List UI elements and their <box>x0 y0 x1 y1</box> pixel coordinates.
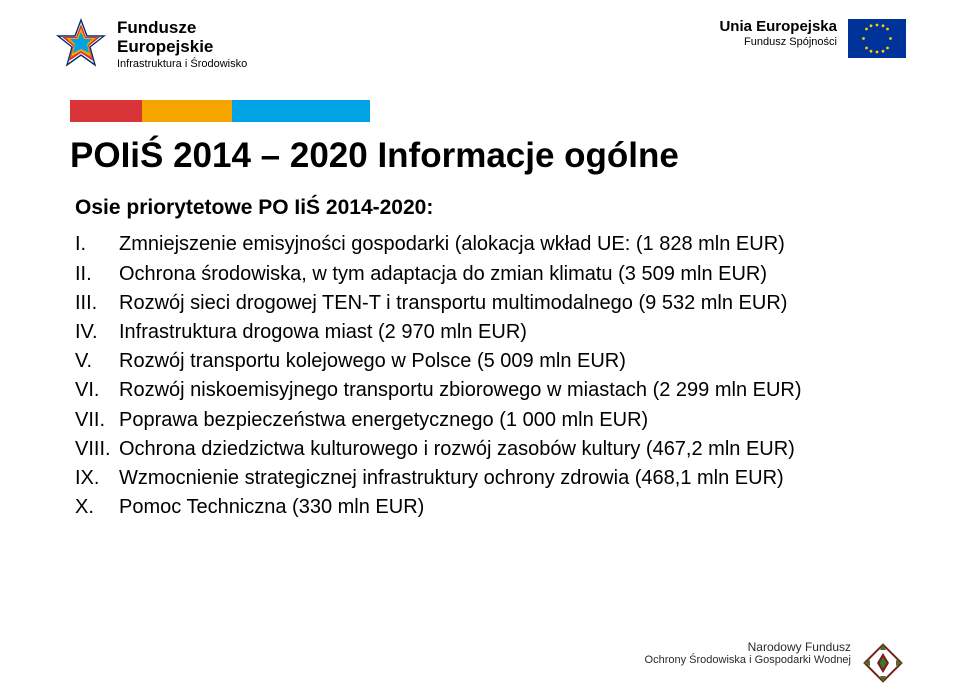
ue-logo-text: Unia Europejska Fundusz Spójności <box>719 18 837 49</box>
footer: Narodowy Fundusz Ochrony Środowiska i Go… <box>645 641 905 685</box>
list-item: II.Ochrona środowiska, w tym adaptacja d… <box>75 260 885 289</box>
item-number: II. <box>75 260 119 289</box>
logo-fundusze-europejskie: Fundusze Europejskie Infrastruktura i Śr… <box>55 18 247 70</box>
item-text: Poprawa bezpieczeństwa energetycznego (1… <box>119 406 885 435</box>
subtitle: Osie priorytetowe PO IiŚ 2014-2020: <box>75 196 885 220</box>
list-item: IV.Infrastruktura drogowa miast (2 970 m… <box>75 318 885 347</box>
item-number: VI. <box>75 376 119 405</box>
footer-text: Narodowy Fundusz Ochrony Środowiska i Go… <box>645 641 851 666</box>
item-text: Rozwój sieci drogowej TEN-T i transportu… <box>119 289 885 318</box>
fe-line2: Europejskie <box>117 37 247 56</box>
item-text: Rozwój transportu kolejowego w Polsce (5… <box>119 347 885 376</box>
list-item: VI.Rozwój niskoemisyjnego transportu zbi… <box>75 376 885 405</box>
list-item: VII.Poprawa bezpieczeństwa energetyczneg… <box>75 406 885 435</box>
fe-logo-text: Fundusze Europejskie Infrastruktura i Śr… <box>117 18 247 70</box>
list-item: IX.Wzmocnienie strategicznej infrastrukt… <box>75 464 885 493</box>
footer-line2: Ochrony Środowiska i Gospodarki Wodnej <box>645 654 851 666</box>
nfos-logo-icon <box>861 641 905 685</box>
item-text: Wzmocnienie strategicznej infrastruktury… <box>119 464 885 493</box>
item-number: IX. <box>75 464 119 493</box>
fe-line1: Fundusze <box>117 18 247 37</box>
title-color-bar <box>70 100 370 122</box>
logo-unia-europejska: Unia Europejska Fundusz Spójności <box>719 18 905 57</box>
list-item: I.Zmniejszenie emisyjności gospodarki (a… <box>75 230 885 259</box>
item-number: VII. <box>75 406 119 435</box>
header: Fundusze Europejskie Infrastruktura i Śr… <box>0 0 960 70</box>
footer-line1: Narodowy Fundusz <box>645 641 851 654</box>
title-section: POIiŚ 2014 – 2020 Informacje ogólne <box>0 70 960 182</box>
item-number: IV. <box>75 318 119 347</box>
content: Osie priorytetowe PO IiŚ 2014-2020: I.Zm… <box>0 182 960 522</box>
item-number: I. <box>75 230 119 259</box>
list-item: III.Rozwój sieci drogowej TEN-T i transp… <box>75 289 885 318</box>
page-title: POIiŚ 2014 – 2020 Informacje ogólne <box>70 122 890 182</box>
item-text: Infrastruktura drogowa miast (2 970 mln … <box>119 318 885 347</box>
item-text: Zmniejszenie emisyjności gospodarki (alo… <box>119 230 885 259</box>
ue-line1: Unia Europejska <box>719 18 837 35</box>
priority-axes-list: I.Zmniejszenie emisyjności gospodarki (a… <box>75 230 885 522</box>
item-number: X. <box>75 493 119 522</box>
list-item: VIII.Ochrona dziedzictwa kulturowego i r… <box>75 435 885 464</box>
fe-line3: Infrastruktura i Środowisko <box>117 58 247 70</box>
item-text: Ochrona dziedzictwa kulturowego i rozwój… <box>119 435 885 464</box>
ue-line2: Fundusz Spójności <box>719 36 837 49</box>
item-text: Rozwój niskoemisyjnego transportu zbioro… <box>119 376 885 405</box>
title-bar-orange <box>142 100 232 122</box>
item-number: VIII. <box>75 435 119 464</box>
title-bar-red <box>70 100 142 122</box>
fe-star-icon <box>55 18 107 70</box>
title-bar-blue <box>232 100 370 122</box>
list-item: X.Pomoc Techniczna (330 mln EUR) <box>75 493 885 522</box>
item-number: V. <box>75 347 119 376</box>
list-item: V.Rozwój transportu kolejowego w Polsce … <box>75 347 885 376</box>
item-number: III. <box>75 289 119 318</box>
item-text: Ochrona środowiska, w tym adaptacja do z… <box>119 260 885 289</box>
item-text: Pomoc Techniczna (330 mln EUR) <box>119 493 885 522</box>
eu-flag-icon <box>847 18 905 57</box>
